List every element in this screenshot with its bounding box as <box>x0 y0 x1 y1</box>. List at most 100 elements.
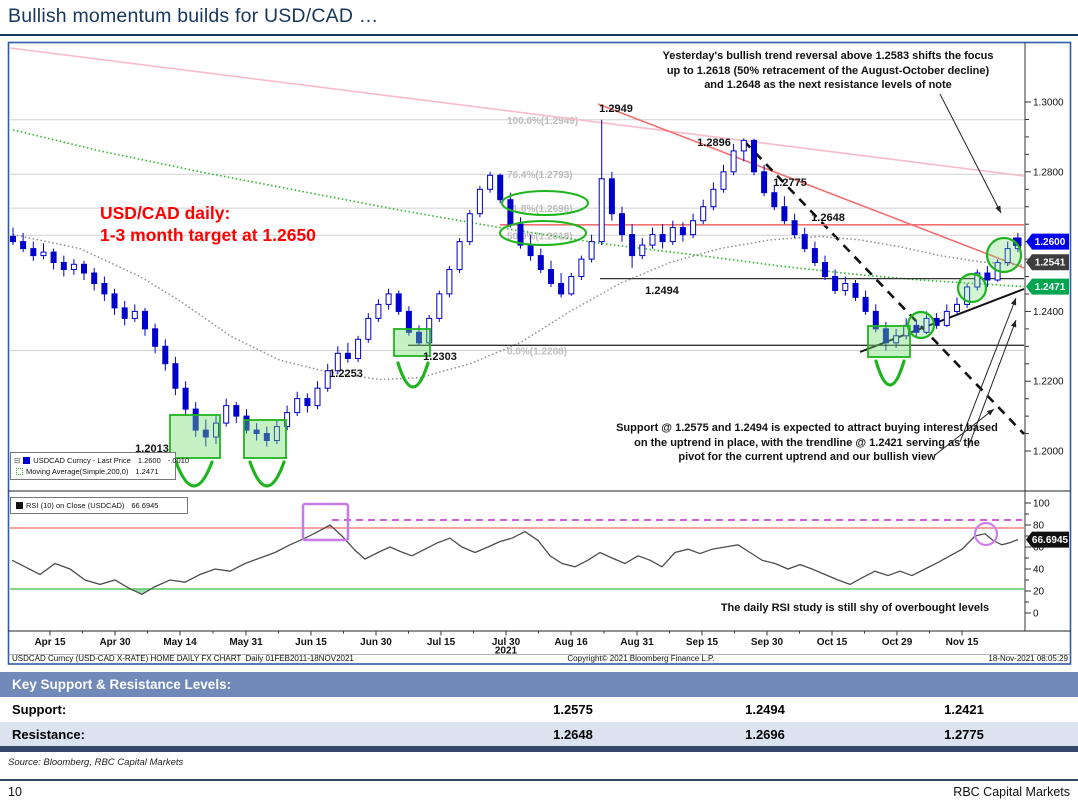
candle-body <box>781 206 788 222</box>
candle-body <box>487 174 494 190</box>
price-label: 1.2949 <box>599 103 633 115</box>
candle-body <box>943 310 950 326</box>
y-axis-label: 1.2200 <box>1033 377 1064 388</box>
chart-footer-timestamp: 18-Nov-2021 08:05:29 <box>988 654 1068 663</box>
candle-body <box>801 234 808 250</box>
y-axis-label: 1.2800 <box>1033 167 1064 178</box>
badge-label: 1.2471 <box>1035 282 1066 293</box>
candle-body <box>111 293 118 309</box>
candle-body <box>233 405 240 417</box>
candle-body <box>446 269 453 295</box>
rsi-highlight-box <box>301 502 350 542</box>
candle-body <box>91 272 98 284</box>
title-rule <box>0 34 1078 36</box>
brand-name: RBC Capital Markets <box>953 785 1070 799</box>
chart-footer-copyright: Copyright© 2021 Bloomberg Finance L.P. <box>567 654 715 663</box>
candle-body <box>598 178 605 243</box>
x-axis-label: Oct 29 <box>882 637 913 648</box>
candle-body <box>405 310 412 333</box>
candle-body <box>385 293 392 305</box>
page-number: 10 <box>8 785 22 799</box>
candle-body <box>182 387 189 410</box>
annotation-arrow <box>939 93 1002 214</box>
legend-row: Moving Average(Simple,200,0) 1.2471 <box>14 466 172 477</box>
highlight-arc <box>396 361 430 389</box>
candle-body <box>121 307 128 319</box>
chart-border <box>7 41 1072 665</box>
x-axis-label: Apr 30 <box>99 637 131 648</box>
candle-body <box>568 276 575 295</box>
candle-body <box>294 398 301 414</box>
candle-body <box>416 331 422 344</box>
rsi-line <box>11 524 1019 596</box>
x-axis-label: May 31 <box>229 637 263 648</box>
highlight-circle <box>956 272 988 304</box>
candle-body <box>669 227 676 243</box>
target-line: USD/CAD daily: <box>100 203 231 223</box>
table-bottom-band <box>0 746 1078 752</box>
price-label: 1.2775 <box>773 177 807 189</box>
candle-body <box>152 328 159 347</box>
badge-label: 1.2541 <box>1035 258 1066 269</box>
resistance-value: 1.2696 <box>745 727 785 742</box>
badge-label: 66.6945 <box>1032 535 1069 546</box>
highlight-box <box>393 328 431 357</box>
table-header: Key Support & Resistance Levels: <box>0 672 1078 697</box>
candle-body <box>882 328 889 344</box>
footer-rule <box>0 779 1078 781</box>
x-axis-label: Aug 31 <box>620 637 654 648</box>
candle-body <box>395 293 402 312</box>
candle-body <box>355 338 362 359</box>
annotation-line: Yesterday's bullish trend reversal above… <box>662 50 994 62</box>
highlight-box <box>169 414 221 459</box>
price-panel-legend: ⊟ USDCAD Curncy - Last Price 1.2600 -.0010 … <box>10 452 189 480</box>
y-axis-label: 1.2000 <box>1033 447 1064 458</box>
fib-label: 50.0%(1.2618) <box>507 231 573 242</box>
trendline <box>743 140 1025 435</box>
page-title: Bullish momentum builds for USD/CAD … <box>8 5 379 27</box>
support-value: 1.2494 <box>745 702 785 717</box>
rsi-axis-label: 0 <box>1033 609 1039 620</box>
candle-body <box>791 220 798 236</box>
candle-body <box>710 188 717 208</box>
legend-label: RSI (10) on Close (USDCAD) <box>26 501 125 510</box>
highlight-circle <box>985 236 1023 274</box>
candle-body <box>872 310 879 330</box>
candle-body <box>334 352 341 372</box>
candle-body <box>558 283 565 295</box>
x-axis-label: Nov 15 <box>946 637 979 648</box>
x-axis-label: May 14 <box>163 637 197 648</box>
legend-value: 1.2600 <box>137 456 161 465</box>
candle-body <box>202 429 209 438</box>
last-price-swatch-icon <box>23 457 31 464</box>
candle-body <box>162 345 169 365</box>
annotation-arrow <box>959 297 1017 443</box>
moving-average-swatch-icon <box>16 468 23 475</box>
candle-body <box>811 248 818 264</box>
rsi-panel-legend: RSI (10) on Close (USDCAD) 66.6945 <box>10 497 188 514</box>
candle-body <box>466 213 473 243</box>
x-axis-label: Jul 15 <box>427 637 456 648</box>
arrow-head-icon <box>986 409 994 416</box>
candle-body <box>842 283 849 291</box>
highlight-box <box>867 325 911 358</box>
candle-body <box>324 370 331 389</box>
candle-body <box>964 286 971 305</box>
annotation-line: Support @ 1.2575 and 1.2494 is expected … <box>616 422 998 434</box>
candle-body <box>659 234 666 243</box>
price-label: 1.2648 <box>811 212 845 224</box>
candle-body <box>314 387 321 407</box>
candle-body <box>913 324 920 333</box>
rsi-axis-label: 20 <box>1033 587 1045 598</box>
fib-highlight-ellipse <box>501 190 589 216</box>
candle-body <box>223 405 230 424</box>
rsi-axis-label: 80 <box>1033 521 1045 532</box>
candle-body <box>984 272 991 281</box>
candle-body <box>456 241 463 271</box>
candle-body <box>30 248 37 257</box>
support-value: 1.2575 <box>553 702 593 717</box>
table-row-support: Support: 1.2575 1.2494 1.2421 <box>0 697 1078 722</box>
fib-label: 0.0%(1.2288) <box>507 347 567 358</box>
